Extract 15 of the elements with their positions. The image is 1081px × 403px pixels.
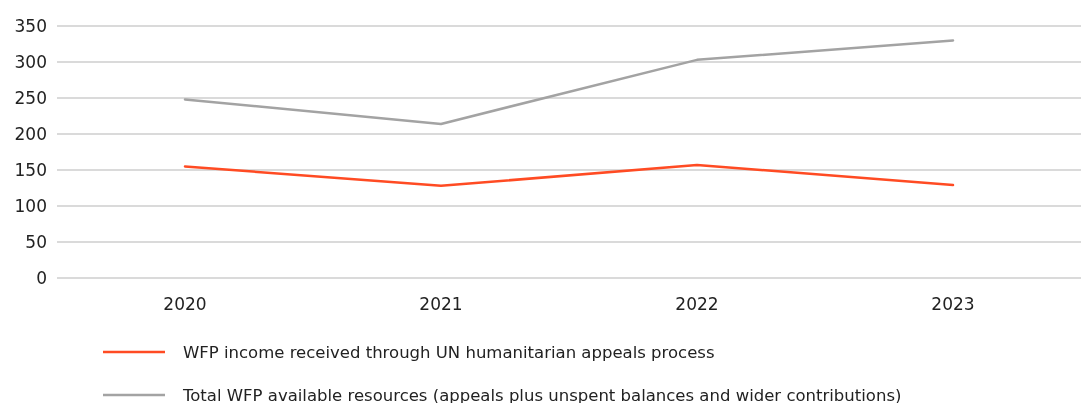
x-tick-label: 2023 [931, 294, 975, 314]
y-tick-label: 150 [14, 159, 47, 180]
y-tick-label: 100 [14, 195, 47, 216]
y-tick-label: 250 [14, 87, 47, 108]
y-tick-label: 300 [14, 51, 47, 72]
y-tick-label: 0 [36, 267, 47, 288]
y-tick-label: 200 [14, 123, 47, 144]
line-series [183, 163, 955, 188]
line-series [183, 39, 955, 126]
y-tick-label: 350 [14, 15, 47, 36]
x-tick-label: 2020 [163, 294, 207, 314]
legend-label: WFP income received through UN humanitarian appeals process [183, 342, 715, 362]
x-tick-label: 2021 [419, 294, 463, 314]
y-tick-label: 50 [25, 231, 47, 252]
x-tick-label: 2022 [675, 294, 719, 314]
